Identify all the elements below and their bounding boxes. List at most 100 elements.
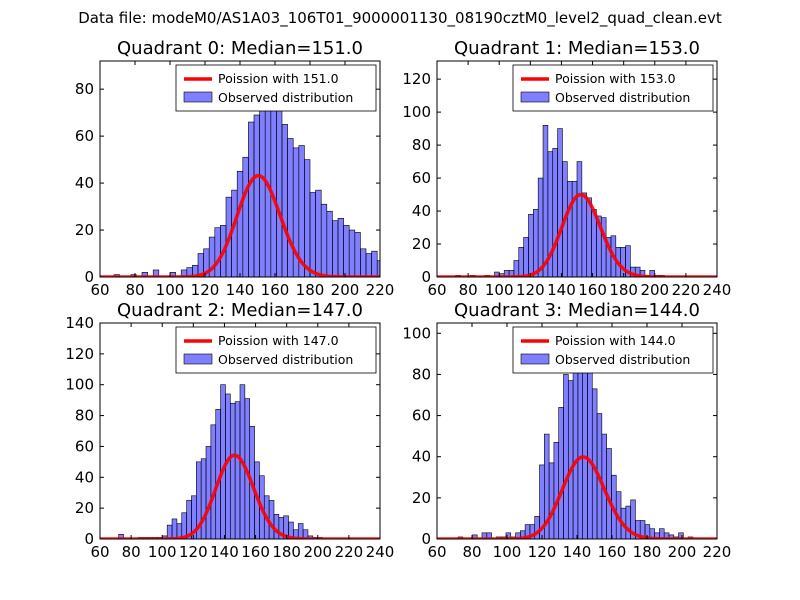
- y-tick-label: 20: [412, 489, 431, 507]
- legend-label-observed: Observed distribution: [218, 90, 353, 105]
- plot-area: [100, 86, 394, 277]
- histogram-bar: [548, 462, 555, 539]
- histogram-bar: [337, 218, 344, 277]
- plot-area: [437, 355, 717, 539]
- subplot-title: Quadrant 0: Median=151.0: [117, 38, 363, 59]
- histogram-bar: [268, 500, 275, 539]
- y-tick-label: 80: [75, 407, 94, 425]
- y-tick-label: 120: [402, 70, 431, 88]
- x-tick-label: 140: [547, 281, 576, 299]
- x-tick-label: 160: [578, 281, 607, 299]
- x-tick-label: 140: [210, 543, 239, 561]
- histogram-bar: [388, 263, 394, 277]
- histogram-bar: [297, 523, 304, 539]
- histogram-bar: [558, 407, 564, 539]
- histogram-bar: [234, 401, 241, 539]
- histogram-bar: [326, 210, 333, 277]
- y-tick-label: 80: [75, 80, 94, 98]
- y-tick-label: 80: [412, 136, 431, 154]
- x-tick-label: 200: [640, 281, 669, 299]
- figure-suptitle: Data file: modeM0/AS1A03_106T01_90000011…: [78, 9, 722, 27]
- x-tick-label: 160: [241, 543, 270, 561]
- histogram-bar: [582, 355, 588, 539]
- x-tick-label: 100: [485, 281, 514, 299]
- histogram-bar: [236, 171, 244, 277]
- subplot-title: Quadrant 2: Median=147.0: [117, 300, 363, 321]
- histogram-bar: [542, 125, 549, 277]
- histogram-bar: [220, 384, 226, 539]
- legend-box: [512, 326, 714, 374]
- histogram-bar: [166, 524, 173, 539]
- histogram-bar: [270, 86, 277, 277]
- legend-bar-swatch: [183, 91, 213, 103]
- x-tick-label: 180: [633, 543, 662, 561]
- y-tick-label: 0: [421, 268, 431, 286]
- x-tick-label: 200: [331, 281, 360, 299]
- subplot-title: Quadrant 1: Median=153.0: [454, 38, 700, 59]
- x-tick-label: 160: [261, 281, 290, 299]
- histogram-bar: [287, 138, 294, 277]
- histogram-bar: [371, 250, 378, 277]
- histogram-bar: [537, 177, 544, 277]
- histogram-bar: [205, 446, 212, 539]
- histogram-bar: [343, 225, 350, 277]
- y-tick-label: 20: [75, 499, 94, 517]
- y-tick-label: 40: [412, 202, 431, 220]
- x-tick-label: 180: [296, 281, 325, 299]
- x-tick-label: 160: [598, 543, 627, 561]
- histogram-bar: [557, 128, 563, 277]
- histogram-bar: [486, 532, 492, 539]
- histogram-bar: [354, 232, 361, 277]
- subplot-quadrant-2: 60 80 100 120 140 160 180 200 220 240020406080100…: [65, 300, 394, 561]
- x-tick-label: 80: [125, 281, 144, 299]
- legend-bar-swatch: [520, 91, 550, 103]
- plot-area: [437, 125, 717, 277]
- subplot-title: Quadrant 3: Median=144.0: [454, 300, 700, 321]
- y-tick-label: 100: [402, 324, 431, 342]
- x-tick-label: 220: [366, 281, 395, 299]
- x-tick-label: 180: [609, 281, 638, 299]
- histogram-bar: [309, 192, 316, 277]
- histogram-bar: [376, 260, 380, 277]
- histogram-bar: [248, 121, 255, 277]
- subplot-quadrant-1: 60 80 100 120 140 160 180 200 220 240020406080100…: [402, 38, 731, 299]
- histogram-bar: [678, 532, 684, 539]
- y-tick-label: 60: [75, 437, 94, 455]
- legend-label-poisson: Poission with 153.0: [555, 71, 676, 86]
- y-tick-label: 120: [65, 345, 94, 363]
- x-tick-label: 120: [179, 543, 208, 561]
- y-tick-label: 20: [412, 235, 431, 253]
- y-tick-label: 60: [412, 407, 431, 425]
- histogram-bar: [304, 159, 311, 277]
- histogram-bar: [563, 374, 569, 539]
- histogram-bar: [360, 248, 367, 277]
- histogram-bar: [523, 237, 529, 277]
- legend-box: [512, 64, 714, 112]
- histogram-bar: [566, 181, 573, 277]
- x-tick-label: 120: [516, 281, 545, 299]
- x-tick-label: 100: [148, 543, 177, 561]
- legend-label-poisson: Poission with 151.0: [218, 71, 339, 86]
- x-tick-label: 200: [668, 543, 697, 561]
- axes-frame: [99, 322, 381, 540]
- histogram-bar: [533, 209, 539, 277]
- y-tick-label: 20: [75, 221, 94, 239]
- histogram-bar: [242, 156, 249, 277]
- y-tick-label: 0: [84, 530, 94, 548]
- legend-bar-swatch: [520, 353, 550, 365]
- legend-label-observed: Observed distribution: [555, 352, 690, 367]
- histogram-bar: [200, 458, 207, 539]
- histogram-bar: [581, 192, 587, 277]
- x-tick-label: 60: [427, 281, 446, 299]
- histogram-bar: [625, 505, 631, 539]
- histogram-bar: [577, 370, 583, 539]
- plot-area: [100, 384, 380, 539]
- histogram-bar: [587, 372, 593, 539]
- histogram-bar: [315, 189, 322, 277]
- histogram-bar: [505, 532, 512, 539]
- x-tick-label: 200: [303, 543, 332, 561]
- y-tick-label: 40: [75, 174, 94, 192]
- y-tick-label: 0: [421, 530, 431, 548]
- x-tick-label: 80: [459, 281, 478, 299]
